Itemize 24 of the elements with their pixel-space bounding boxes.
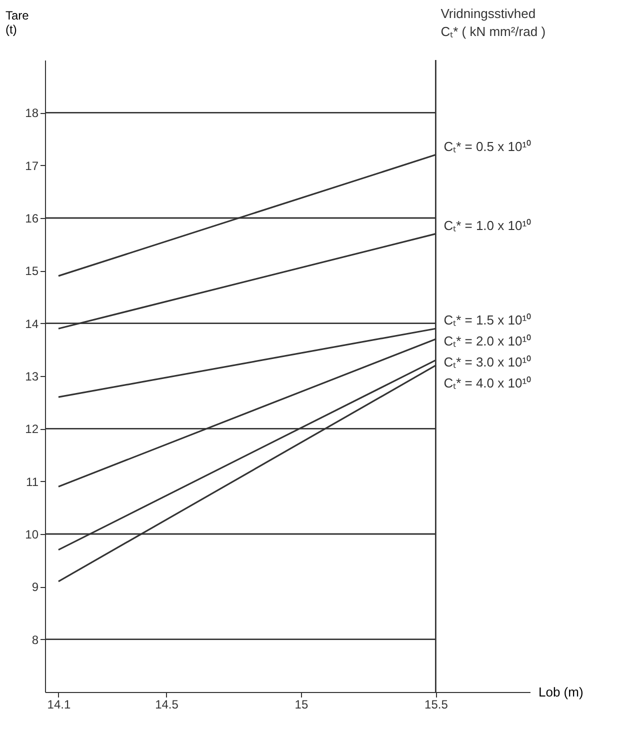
series-label: Cₜ* = 2.0 x 10¹⁰ <box>444 334 532 349</box>
y-tick-label: 8 <box>32 632 39 647</box>
x-axis-title: Lob (m) <box>538 684 584 700</box>
y-tick-label: 11 <box>26 474 39 489</box>
series-label: Cₜ* = 0.5 x 10¹⁰ <box>444 138 532 154</box>
y-tick-label: 13 <box>25 370 39 384</box>
x-tick-label: 15.5 <box>424 698 448 712</box>
legend-title: Vridningsstivhed Cₜ* ( kN mm²/rad ) <box>440 6 546 39</box>
series-label: Cₜ* = 3.0 x 10¹⁰ <box>444 354 532 370</box>
y-tick-label: 17 <box>25 158 39 173</box>
series-label: Cₜ* = 1.5 x 10¹⁰ <box>444 312 532 328</box>
y-tick-label: 18 <box>25 106 39 120</box>
y-tick-label: 12 <box>25 422 39 436</box>
y-tick-label: 15 <box>25 264 39 278</box>
y-axis-title: Tare (t) <box>6 8 30 36</box>
y-tick-label: 14 <box>25 316 39 331</box>
series-label: Cₜ* = 1.0 x 10¹⁰ <box>444 218 532 233</box>
y-tick-label: 16 <box>25 212 39 226</box>
y-tick-label: 9 <box>32 580 39 594</box>
series-label: Cₜ* = 4.0 x 10¹⁰ <box>444 376 532 391</box>
x-tick-label: 15 <box>294 698 308 712</box>
y-tick-label: 10 <box>25 528 39 542</box>
x-tick-label: 14.1 <box>47 698 71 712</box>
x-tick-label: 14.5 <box>155 698 179 712</box>
